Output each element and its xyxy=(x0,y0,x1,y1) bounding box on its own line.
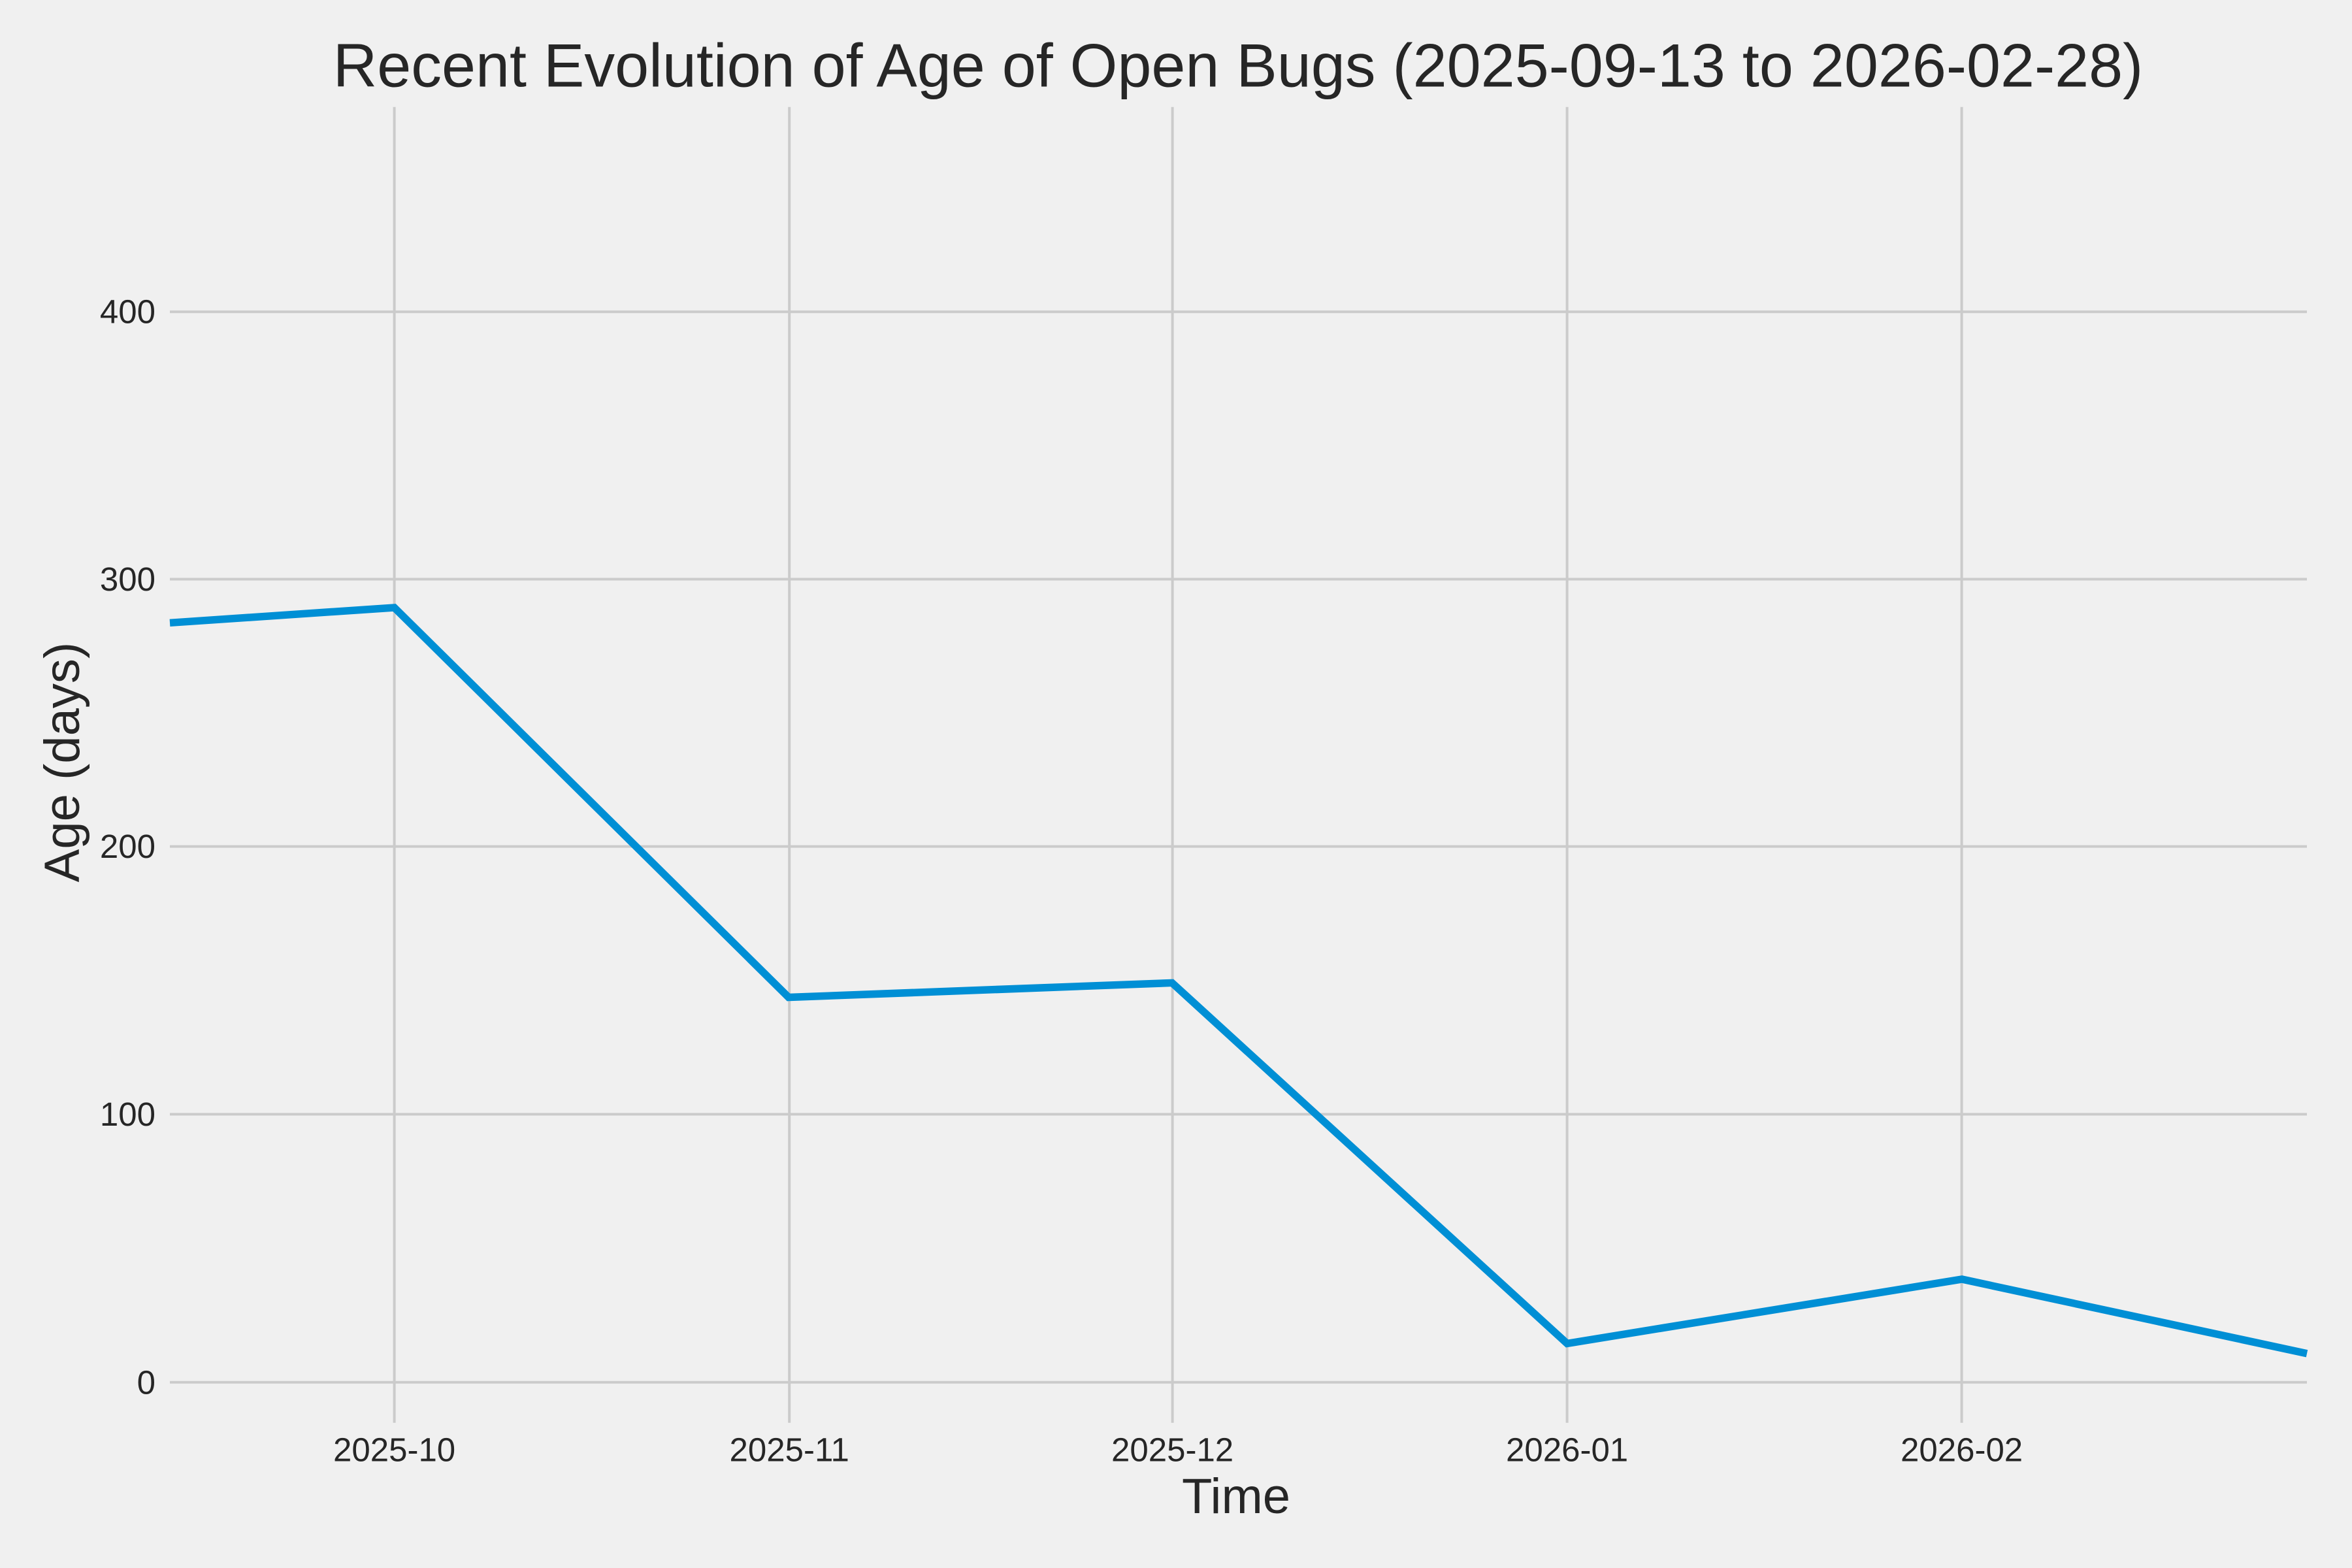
svg-text:2025-12: 2025-12 xyxy=(1111,1431,1233,1469)
svg-text:2025-11: 2025-11 xyxy=(730,1431,849,1469)
svg-text:Age (days): Age (days) xyxy=(35,642,90,883)
svg-text:Recent Evolution of Age of Ope: Recent Evolution of Age of Open Bugs (20… xyxy=(333,31,2144,100)
svg-text:2025-10: 2025-10 xyxy=(333,1431,455,1469)
svg-text:2026-01: 2026-01 xyxy=(1506,1431,1628,1469)
svg-text:400: 400 xyxy=(100,293,155,331)
svg-text:300: 300 xyxy=(100,561,155,598)
svg-text:Time: Time xyxy=(1182,1469,1290,1524)
svg-text:100: 100 xyxy=(100,1096,155,1133)
svg-text:200: 200 xyxy=(100,828,155,865)
svg-text:2026-02: 2026-02 xyxy=(1901,1431,2023,1469)
svg-text:0: 0 xyxy=(137,1364,155,1401)
